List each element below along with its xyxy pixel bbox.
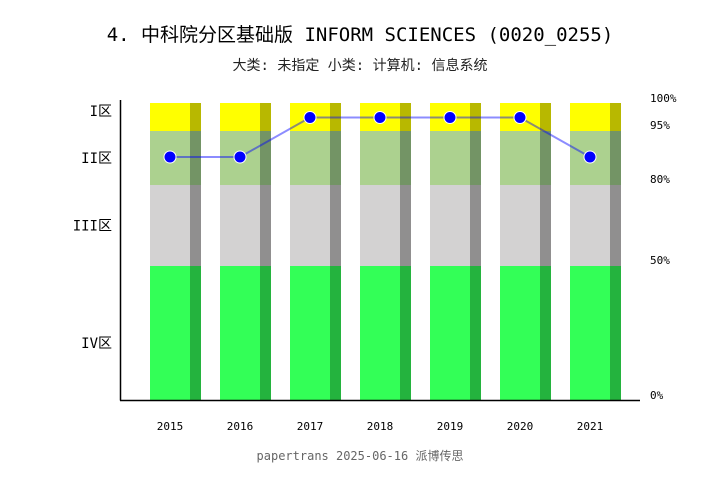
- data-point: [373, 111, 387, 124]
- bar-segment-shade: [330, 185, 341, 266]
- bar-segment: [570, 103, 610, 131]
- bar-segment-shade: [470, 103, 481, 131]
- right-tick-label: 80%: [650, 173, 670, 186]
- bar-2018: [360, 103, 411, 400]
- bar-segment-shade: [400, 185, 411, 266]
- zone-label: II区: [81, 151, 112, 167]
- bar-segment-shade: [610, 185, 621, 266]
- bar-segment: [220, 103, 260, 131]
- bar-segment: [220, 185, 260, 266]
- bar-segment: [290, 185, 330, 266]
- bar-segment: [500, 185, 540, 266]
- chart-subtitle: 大类: 未指定 小类: 计算机: 信息系统: [232, 58, 488, 74]
- bar-segment: [570, 185, 610, 266]
- data-point: [583, 150, 597, 164]
- bar-segment-shade: [470, 131, 481, 185]
- right-tick-label: 95%: [650, 119, 670, 132]
- bar-segment-shade: [400, 103, 411, 131]
- bar-segment-shade: [190, 131, 201, 185]
- bar-segment-shade: [260, 131, 271, 185]
- x-tick-label: 2021: [577, 420, 604, 433]
- bar-segment-shade: [470, 185, 481, 266]
- bar-segment: [360, 131, 400, 185]
- x-tick-label: 2020: [507, 420, 534, 433]
- bar-segment: [570, 266, 610, 400]
- bar-2017: [290, 103, 341, 400]
- bar-segment-shade: [190, 103, 201, 131]
- bar-2016: [220, 103, 271, 400]
- bar-segment: [290, 266, 330, 400]
- bar-segment-shade: [260, 266, 271, 400]
- bar-segment: [220, 266, 260, 400]
- bar-segment-shade: [540, 131, 551, 185]
- bar-2019: [430, 103, 481, 400]
- data-point: [443, 111, 457, 124]
- bar-segment-shade: [330, 266, 341, 400]
- footer-watermark: papertrans 2025-06-16 派博传思: [256, 449, 464, 463]
- zone-label: I区: [90, 104, 112, 120]
- data-point: [233, 150, 247, 164]
- bar-segment-shade: [260, 185, 271, 266]
- x-tick-label: 2019: [437, 420, 464, 433]
- chart-title: 4. 中科院分区基础版 INFORM SCIENCES (0020_0255): [106, 24, 614, 46]
- bar-segment-shade: [400, 266, 411, 400]
- right-tick-label: 100%: [650, 92, 677, 105]
- bar-2015: [150, 103, 201, 400]
- x-tick-label: 2015: [157, 420, 184, 433]
- bar-segment: [150, 185, 190, 266]
- bar-2021: [570, 103, 621, 400]
- bar-segment: [430, 266, 470, 400]
- bar-segment: [290, 131, 330, 185]
- zone-label: IV区: [81, 336, 112, 352]
- bar-segment: [360, 185, 400, 266]
- bar-2020: [500, 103, 551, 400]
- bar-segment-shade: [400, 131, 411, 185]
- bar-segment: [430, 185, 470, 266]
- right-tick-label: 50%: [650, 254, 670, 267]
- data-point: [303, 111, 317, 124]
- x-tick-label: 2017: [297, 420, 324, 433]
- bar-segment: [500, 266, 540, 400]
- bar-segment-shade: [610, 131, 621, 185]
- right-tick-label: 0%: [650, 389, 664, 402]
- bar-segment-shade: [540, 266, 551, 400]
- zone-label: III区: [73, 219, 112, 235]
- bar-segment-shade: [260, 103, 271, 131]
- bar-segment-shade: [610, 103, 621, 131]
- bar-segment-shade: [540, 185, 551, 266]
- bar-segment-shade: [190, 266, 201, 400]
- bar-segment-shade: [330, 103, 341, 131]
- bar-segment: [360, 266, 400, 400]
- bar-segment-shade: [190, 185, 201, 266]
- x-tick-label: 2016: [227, 420, 254, 433]
- bar-segment: [430, 131, 470, 185]
- bar-segment: [500, 131, 540, 185]
- bar-segment-shade: [470, 266, 481, 400]
- data-point: [163, 150, 177, 164]
- data-point: [513, 111, 527, 124]
- bar-segment-shade: [610, 266, 621, 400]
- bar-segment: [150, 103, 190, 131]
- x-tick-label: 2018: [367, 420, 394, 433]
- bar-segment: [150, 266, 190, 400]
- bar-segment-shade: [540, 103, 551, 131]
- bar-segment-shade: [330, 131, 341, 185]
